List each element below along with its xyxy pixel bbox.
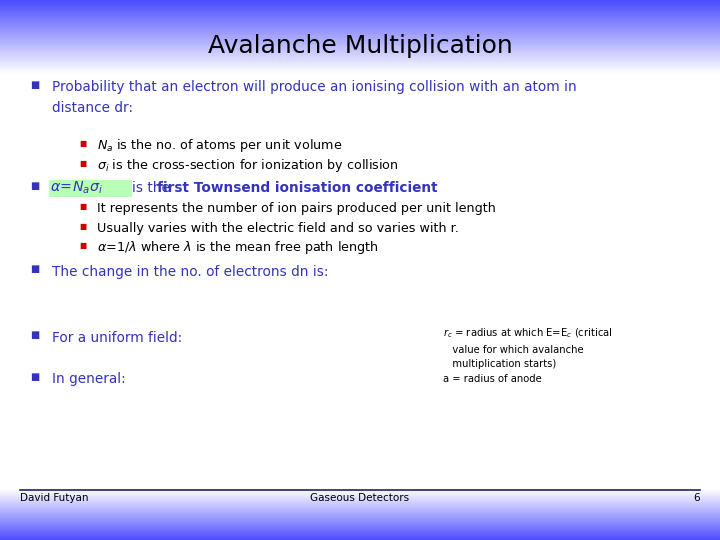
Text: 6: 6	[693, 493, 700, 503]
Text: $\alpha\!=\!N_a\sigma_i$: $\alpha\!=\!N_a\sigma_i$	[50, 180, 104, 196]
Text: ■: ■	[79, 139, 86, 148]
Text: Gaseous Detectors: Gaseous Detectors	[310, 493, 410, 503]
Text: $r_c$ = radius at which E=E$_c$ (critical
   value for which avalanche
   multip: $r_c$ = radius at which E=E$_c$ (critica…	[443, 327, 613, 383]
Text: ■: ■	[30, 330, 39, 340]
Text: ■: ■	[30, 265, 39, 274]
Text: It represents the number of ion pairs produced per unit length: It represents the number of ion pairs pr…	[97, 202, 496, 215]
Text: ■: ■	[79, 241, 86, 250]
Text: Usually varies with the electric field and so varies with r.: Usually varies with the electric field a…	[97, 222, 459, 235]
Text: Avalanche Multiplication: Avalanche Multiplication	[207, 34, 513, 58]
Text: For a uniform field:: For a uniform field:	[52, 330, 182, 345]
Text: ■: ■	[30, 181, 39, 191]
Text: $\sigma_i$ is the cross-section for ionization by collision: $\sigma_i$ is the cross-section for ioni…	[97, 157, 399, 174]
Text: David Futyan: David Futyan	[20, 493, 89, 503]
Text: The change in the no. of electrons dn is:: The change in the no. of electrons dn is…	[52, 265, 328, 279]
Text: In general:: In general:	[52, 372, 125, 386]
Text: is the: is the	[132, 181, 174, 195]
Text: ■: ■	[79, 222, 86, 231]
Text: $N_a$ is the no. of atoms per unit volume: $N_a$ is the no. of atoms per unit volum…	[97, 137, 343, 154]
Text: ■: ■	[79, 202, 86, 211]
Text: ■: ■	[30, 80, 39, 90]
Text: $\alpha$=1/$\lambda$ where $\lambda$ is the mean free path length: $\alpha$=1/$\lambda$ where $\lambda$ is …	[97, 239, 379, 256]
Text: distance dr:: distance dr:	[52, 101, 133, 115]
Text: Probability that an electron will produce an ionising collision with an atom in: Probability that an electron will produc…	[52, 80, 577, 94]
Text: ■: ■	[79, 159, 86, 168]
Text: first Townsend ionisation coefficient: first Townsend ionisation coefficient	[157, 181, 438, 195]
Text: ■: ■	[30, 372, 39, 382]
